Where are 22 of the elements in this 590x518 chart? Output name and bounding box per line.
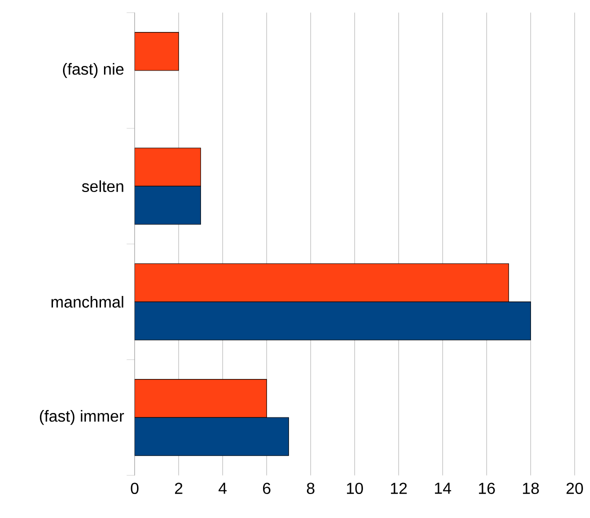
y-tick-label: selten	[82, 180, 124, 192]
y-tick-label: manchmal	[52, 296, 124, 308]
bar	[134, 186, 201, 225]
x-tick-label: 18	[522, 482, 539, 494]
x-tick-label: 6	[263, 482, 270, 494]
x-tick-label: 8	[306, 482, 314, 494]
y-tick-label: (fast) immer	[40, 410, 124, 425]
x-tick-label: 0	[130, 482, 139, 494]
x-tick-label: 16	[478, 482, 495, 494]
bar	[134, 148, 201, 186]
bar	[134, 379, 267, 418]
x-tick-label: 12	[390, 482, 407, 494]
bar	[134, 263, 509, 302]
x-tick-label: 14	[434, 482, 452, 494]
bar	[134, 302, 531, 340]
x-tick-label: 20	[566, 482, 583, 494]
x-tick-label: 4	[218, 482, 227, 494]
x-tick-label: 10	[346, 482, 363, 494]
y-tick-label: (fast) nie	[63, 63, 124, 78]
bar	[134, 417, 289, 456]
x-tick-label: 2	[175, 482, 182, 494]
bar	[134, 32, 179, 71]
